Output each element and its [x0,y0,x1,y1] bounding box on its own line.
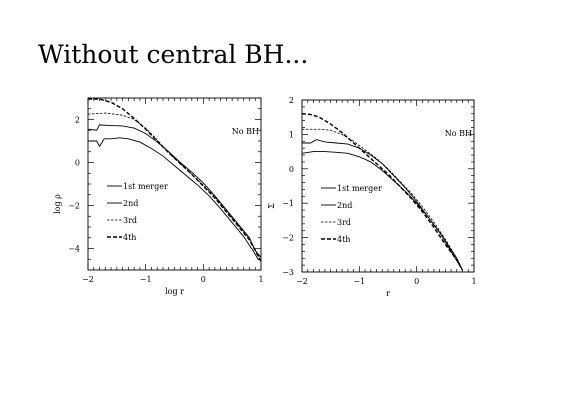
slide-title: Without central BH... [38,40,309,69]
legend-label: 1st merger [123,182,168,191]
y-tick-label: 2 [75,116,80,125]
x-tick-label: −2 [82,275,94,284]
legend-label: 3rd [123,216,137,225]
series-line-1 [88,137,262,261]
plot-frame [87,97,262,271]
legend-label: 2nd [123,199,138,208]
y-tick-label: 0 [75,159,80,168]
y-tick-label: −2 [68,202,80,211]
x-axis-label: log r [165,287,184,296]
x-tick-label: −1 [140,275,152,284]
annotation-no-bh: No BH [232,127,259,136]
y-axis-label: log ρ [53,194,62,214]
x-tick-label: 0 [201,275,206,284]
legend-label: 4th [123,233,136,242]
y-tick-label: −4 [68,245,80,254]
x-tick-label: 1 [258,275,263,284]
series-line-4 [88,98,262,262]
series-line-2 [87,124,262,258]
